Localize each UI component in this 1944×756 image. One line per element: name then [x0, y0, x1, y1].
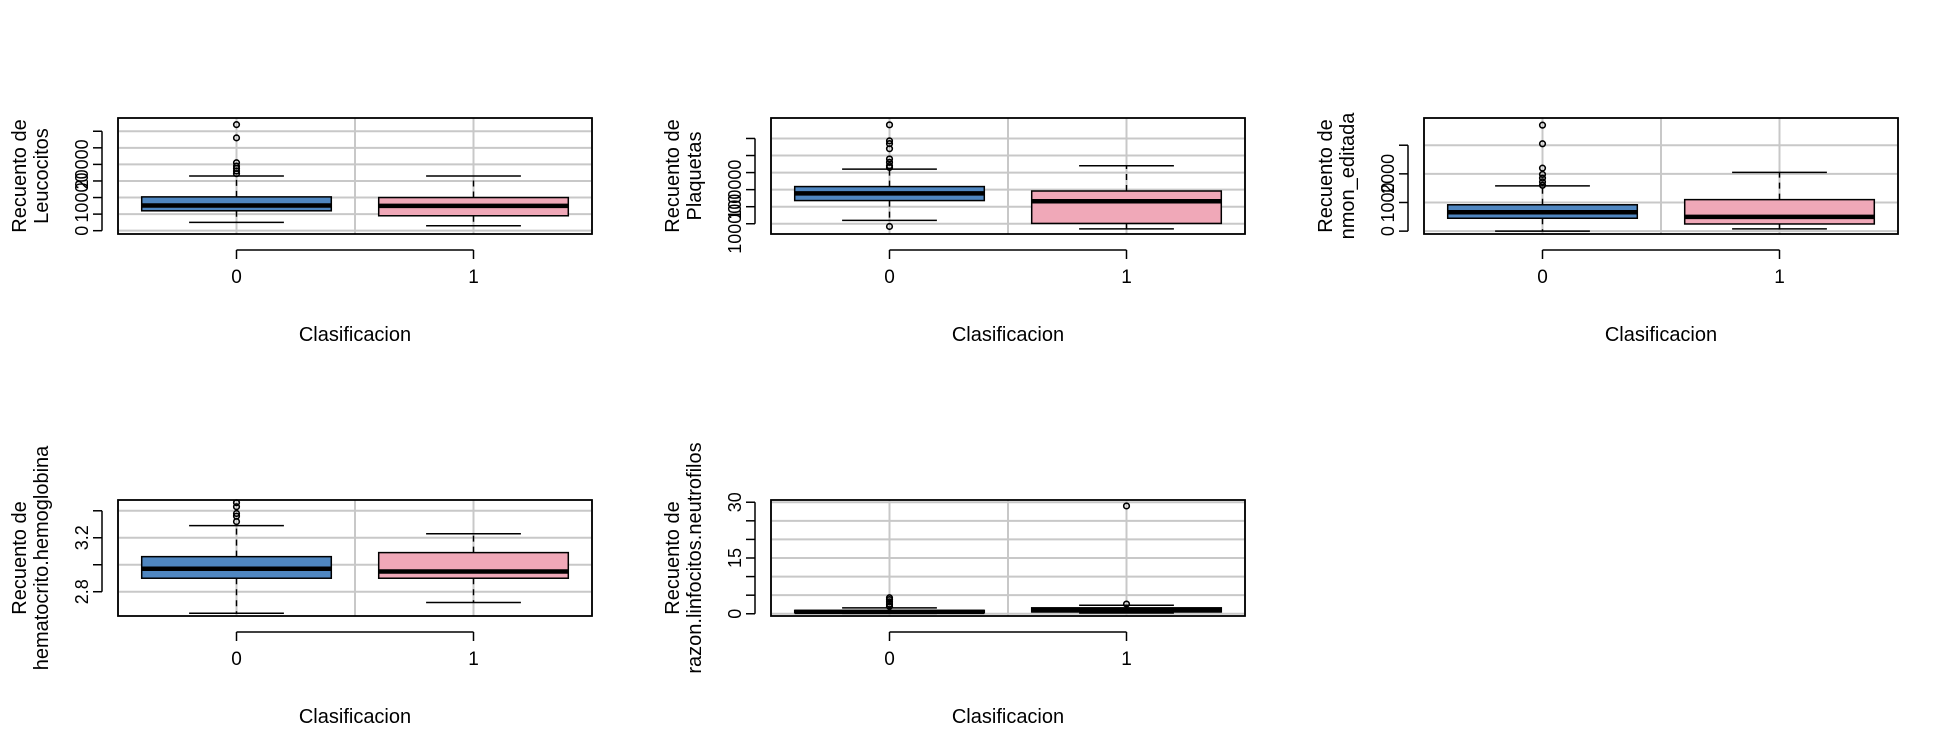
outlier-point: [885, 162, 894, 170]
outlier-point: [885, 222, 894, 231]
y-axis-title-line1: Recuento de: [9, 119, 31, 232]
x-tick-label: 1: [1121, 267, 1132, 288]
y-tick-label: 0: [725, 609, 745, 619]
y-tick-label: 15: [725, 548, 745, 568]
y-axis-title-line2: nmon_editada: [1337, 112, 1359, 240]
y-axis-title-line1: Recuento de: [9, 501, 31, 614]
y-tick-label: 3.2: [72, 525, 92, 550]
x-tick-label: 0: [884, 267, 895, 288]
box-group-0: [140, 499, 333, 615]
x-tick-label: 0: [884, 649, 895, 670]
outlier-point: [885, 155, 894, 163]
y-tick-label: 2.8: [72, 579, 92, 604]
y-tick-label: 100000: [725, 160, 745, 220]
outlier-point: [1538, 174, 1547, 182]
plot-frame: [1423, 117, 1899, 235]
plot-frame: [770, 117, 1246, 235]
x-tick-label: 1: [468, 267, 479, 288]
x-axis-title: Clasificacion: [299, 706, 411, 728]
outlier-point: [885, 121, 894, 129]
outlier-point: [885, 137, 894, 145]
x-tick-label: 0: [231, 649, 242, 670]
y-axis-title-line1: Recuento de: [1315, 119, 1337, 232]
x-tick-label: 1: [1121, 649, 1132, 670]
outlier-point: [232, 121, 241, 129]
outlier-point: [885, 139, 894, 148]
boxplot-panel-3: 2.8 3.2 0 1 Clasificacion Recuento de hematocr…: [9, 445, 593, 728]
box: [377, 551, 570, 579]
x-tick-label: 1: [468, 649, 479, 670]
x-axis-title: Clasificacion: [299, 324, 411, 346]
box-group-0: [793, 594, 986, 615]
plot-frame: [117, 117, 593, 235]
box: [1683, 198, 1876, 225]
y-tick-label: 20000: [72, 139, 92, 189]
y-axis-title-line2: Plaquetas: [684, 132, 706, 221]
y-axis-title-line1: Recuento de: [662, 119, 684, 232]
outlier-point: [1538, 121, 1547, 129]
y-axis-title-line2: razon.linfocitos.neutrofilos: [684, 442, 706, 673]
x-tick-label: 1: [1774, 267, 1785, 288]
y-tick-label: 1000: [1378, 182, 1398, 222]
y-tick-label: 10000: [72, 173, 92, 223]
outlier-point: [232, 162, 241, 170]
y-tick-label: 0: [72, 226, 92, 236]
y-axis-title-line2: Leucocitos: [31, 128, 53, 224]
plot-frame: [117, 499, 593, 617]
outlier-point: [885, 594, 894, 602]
y-tick-label: 30: [725, 492, 745, 512]
outlier-point: [232, 503, 241, 511]
y-axis-title-line1: Recuento de: [662, 501, 684, 614]
outlier-point: [1122, 502, 1131, 510]
y-tick-label: 0: [1378, 226, 1398, 236]
boxplot-panel-4: 0 15 30 0 1 Clasificacion Recuento de razon.lin…: [662, 442, 1246, 728]
x-tick-label: 0: [231, 267, 242, 288]
outlier-point: [232, 512, 241, 520]
outlier-point: [232, 134, 241, 142]
box-group-1: [377, 175, 570, 227]
y-tick-label: 2000: [1378, 154, 1398, 194]
outlier-point: [1122, 600, 1131, 608]
box-group-0: [140, 121, 333, 224]
x-axis-title: Clasificacion: [952, 706, 1064, 728]
x-axis-title: Clasificacion: [952, 324, 1064, 346]
outlier-point: [232, 509, 241, 518]
y-axis-title-line2: hematocrito.hemoglobina: [31, 445, 53, 670]
outlier-point: [885, 158, 894, 166]
y-tick-label: 100000: [725, 194, 745, 254]
box: [1030, 190, 1223, 225]
box-group-1: [377, 532, 570, 604]
outlier-point: [1538, 164, 1547, 172]
outlier-point: [1538, 181, 1547, 189]
outlier-point: [1538, 140, 1547, 148]
plot-frame: [770, 499, 1246, 617]
x-tick-label: 0: [1537, 267, 1548, 288]
x-axis-title: Clasificacion: [1605, 324, 1717, 346]
box-group-1: [1030, 502, 1223, 614]
box-group-0: [793, 121, 986, 231]
outlier-point: [232, 159, 241, 167]
box-group-0: [1446, 121, 1639, 232]
outlier-point: [1538, 178, 1547, 186]
box-group-1: [1030, 165, 1223, 230]
box-group-1: [1683, 171, 1876, 230]
